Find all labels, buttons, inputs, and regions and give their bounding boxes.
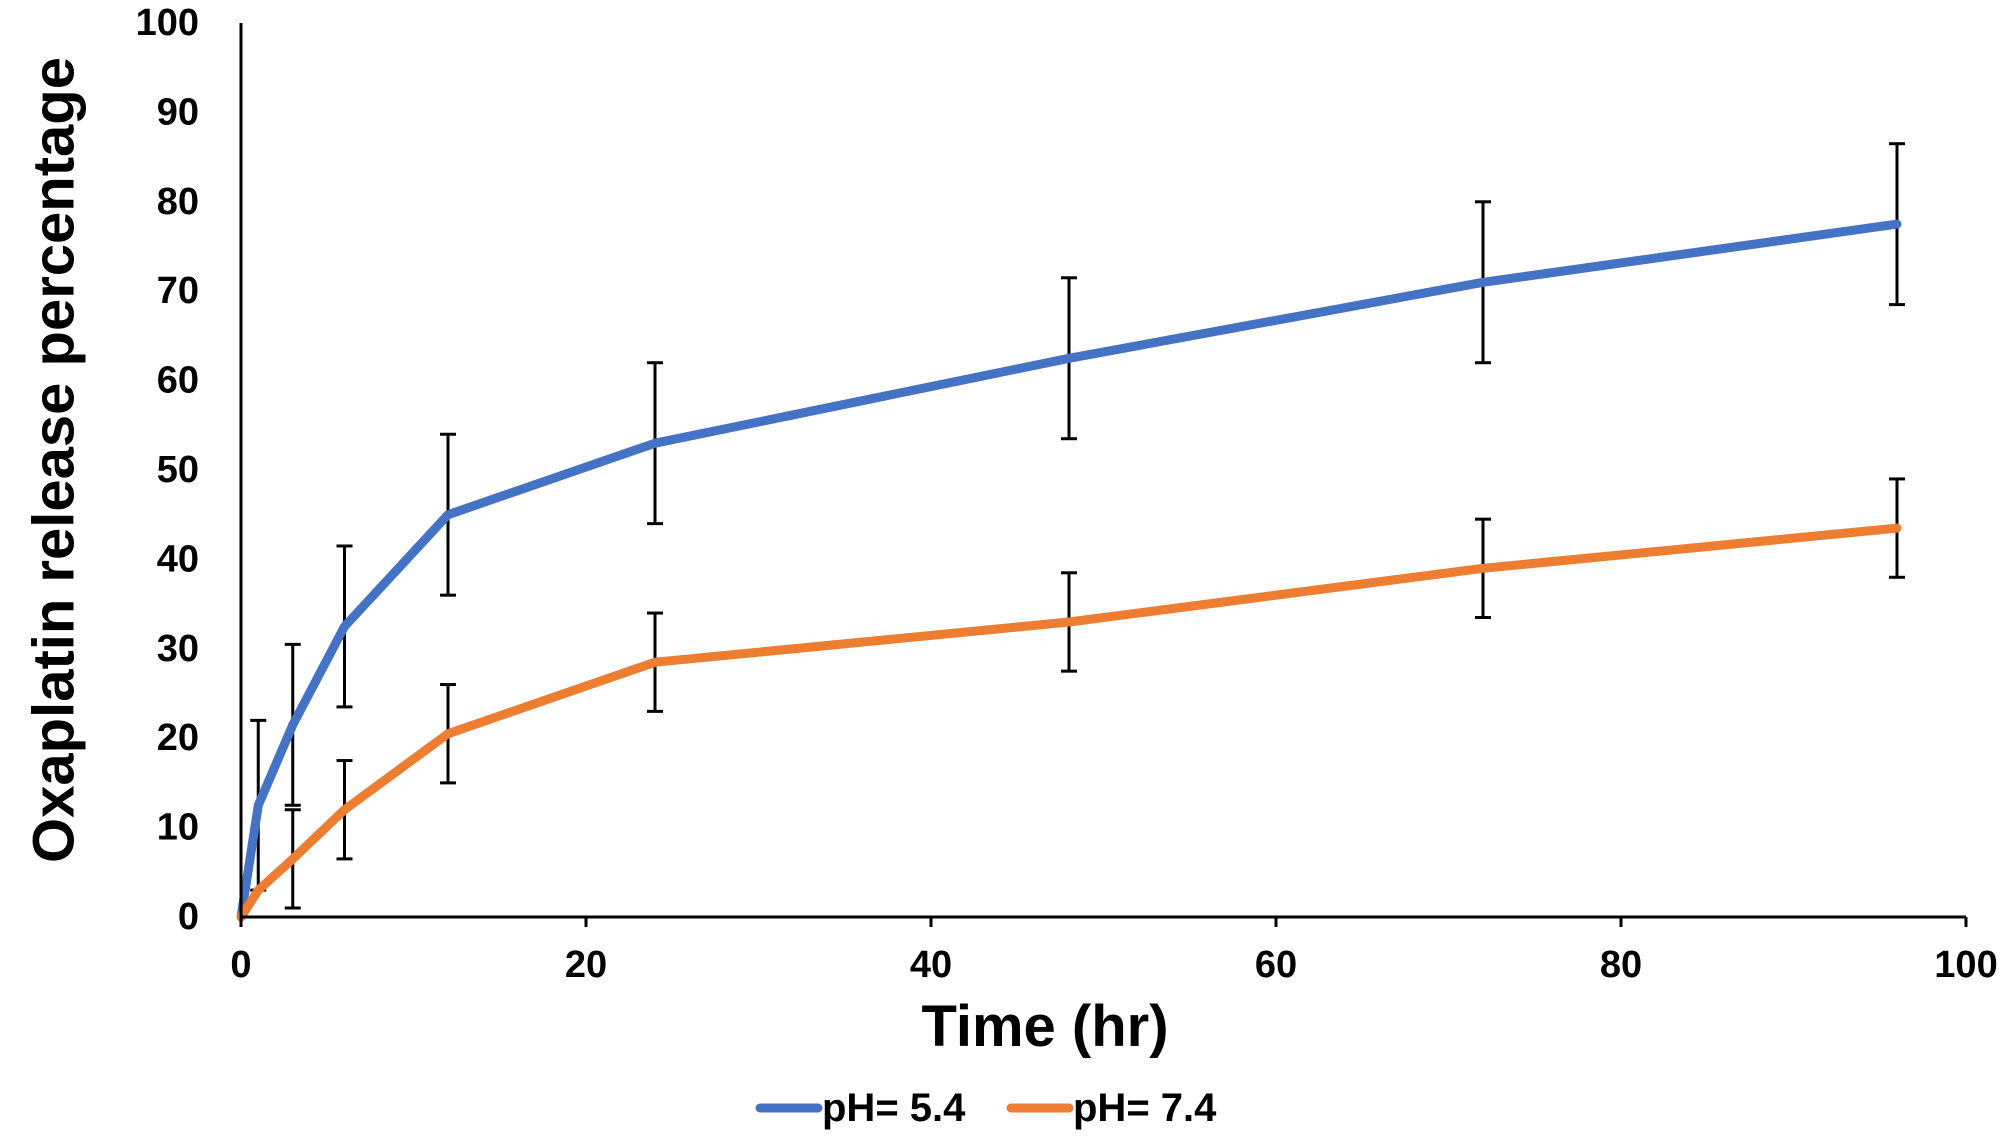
x-tick-label: 100 [1934,944,1997,986]
legend-label: pH= 5.4 [822,1086,966,1130]
legend-entry: pH= 5.4 [755,1086,966,1130]
series-line-1 [236,219,1902,922]
y-axis-title: Oxaplatin release percentage [22,57,87,863]
y-tick-label: 30 [157,628,199,670]
legend-label: pH= 7.4 [1073,1086,1217,1130]
y-tick-label: 10 [157,807,199,849]
y-tick-label: 100 [136,2,199,44]
y-tick-label: 0 [178,896,199,938]
axes [239,23,1968,927]
x-axis-title: Time (hr) [921,994,1168,1059]
legend-entry: pH= 7.4 [1006,1086,1217,1130]
y-tick-label: 50 [157,449,199,491]
tick-labels: 0 20 40 60 80 100 0 10 20 30 40 50 60 70 80 90 100 [136,2,1998,986]
series-lines [236,219,1902,922]
x-tick-label: 0 [230,944,251,986]
y-tick-label: 20 [157,717,199,759]
legend: pH= 5.4 pH= 7.4 [755,1086,1217,1130]
x-tick-label: 80 [1600,944,1642,986]
x-tick-label: 40 [910,944,952,986]
y-tick-label: 80 [157,181,199,223]
y-tick-label: 90 [157,91,199,133]
y-tick-label: 40 [157,538,199,580]
series-line-2 [236,523,1902,922]
x-tick-label: 20 [565,944,607,986]
y-tick-label: 70 [157,270,199,312]
y-tick-label: 60 [157,360,199,402]
x-tick-label: 60 [1255,944,1297,986]
